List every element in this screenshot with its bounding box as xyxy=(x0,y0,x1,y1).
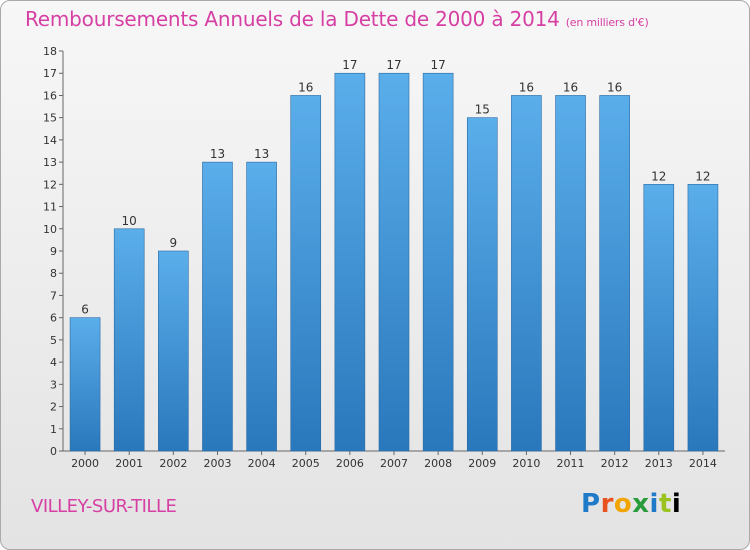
bar-value-label: 17 xyxy=(342,58,357,72)
y-tick-label: 2 xyxy=(50,401,57,414)
bar-value-label: 16 xyxy=(519,80,534,94)
bar-value-label: 9 xyxy=(170,236,178,250)
bar xyxy=(466,117,498,452)
y-tick-label: 12 xyxy=(43,178,57,191)
logo-letter: i xyxy=(671,489,682,519)
bar xyxy=(69,317,101,452)
bar-value-label: 15 xyxy=(475,103,490,117)
x-tick-label: 2002 xyxy=(159,457,187,470)
x-tick-label: 2013 xyxy=(645,457,673,470)
y-tick-label: 11 xyxy=(43,201,57,214)
y-tick-label: 18 xyxy=(43,45,57,58)
bar xyxy=(246,161,277,452)
y-tick-label: 17 xyxy=(43,67,57,80)
y-tick-label: 0 xyxy=(50,445,57,458)
bar xyxy=(511,95,542,452)
x-tick-label: 2006 xyxy=(336,457,364,470)
chart-title-text: Remboursements Annuels de la Dette de 20… xyxy=(25,7,560,31)
bar-value-label: 16 xyxy=(563,80,578,94)
y-tick-label: 3 xyxy=(50,378,57,391)
y-tick-label: 16 xyxy=(43,89,57,102)
x-tick-label: 2011 xyxy=(557,457,585,470)
y-tick-label: 10 xyxy=(43,223,57,236)
bar-value-label: 10 xyxy=(122,214,137,228)
x-tick-label: 2009 xyxy=(468,457,496,470)
x-tick-label: 2008 xyxy=(424,457,452,470)
logo-letter: P xyxy=(581,489,601,519)
y-tick-label: 4 xyxy=(50,356,57,369)
y-tick-label: 13 xyxy=(43,156,57,169)
bar-value-label: 17 xyxy=(386,58,401,72)
x-tick-label: 2014 xyxy=(689,457,717,470)
x-tick-label: 2001 xyxy=(115,457,143,470)
y-tick-label: 5 xyxy=(50,334,57,347)
x-tick-label: 2012 xyxy=(601,457,629,470)
y-tick-label: 6 xyxy=(50,312,57,325)
bar xyxy=(599,95,630,452)
logo-letter: t xyxy=(658,489,672,519)
y-tick-label: 8 xyxy=(50,267,57,280)
logo-letter: r xyxy=(600,489,614,519)
bar-value-label: 12 xyxy=(651,169,666,183)
x-tick-label: 2010 xyxy=(512,457,540,470)
x-tick-label: 2005 xyxy=(292,457,320,470)
y-tick-label: 14 xyxy=(43,134,57,147)
logo-letter: i xyxy=(649,489,659,519)
x-tick-label: 2003 xyxy=(203,457,231,470)
commune-name: VILLEY-SUR-TILLE xyxy=(31,496,177,517)
proxiti-logo: Proxiti xyxy=(581,489,681,519)
y-tick-label: 7 xyxy=(50,289,57,302)
bar xyxy=(378,72,410,452)
chart-title: Remboursements Annuels de la Dette de 20… xyxy=(25,7,649,31)
bar xyxy=(687,184,719,452)
bar xyxy=(555,95,586,452)
logo-letter: x xyxy=(632,489,650,519)
bar xyxy=(158,250,189,452)
bar-chart: 0123456789101112131415161718620001020019… xyxy=(43,45,725,470)
bar-value-label: 17 xyxy=(430,58,445,72)
bar-value-label: 12 xyxy=(695,169,710,183)
bar xyxy=(113,228,145,452)
bar-value-label: 13 xyxy=(210,147,225,161)
x-tick-label: 2000 xyxy=(71,457,99,470)
x-tick-label: 2004 xyxy=(248,457,276,470)
bar-value-label: 6 xyxy=(81,303,89,317)
bar-value-label: 16 xyxy=(298,80,313,94)
y-tick-label: 9 xyxy=(50,245,57,258)
bar xyxy=(643,184,675,452)
y-tick-label: 15 xyxy=(43,112,57,125)
bar xyxy=(422,72,454,452)
bar-value-label: 16 xyxy=(607,80,622,94)
chart-unit: (en milliers d'€) xyxy=(565,16,649,29)
bar xyxy=(334,72,366,452)
bar xyxy=(290,95,322,452)
logo-letter: o xyxy=(613,489,633,519)
bar xyxy=(202,161,233,452)
bar-value-label: 13 xyxy=(254,147,269,161)
y-tick-label: 1 xyxy=(50,423,57,436)
x-tick-label: 2007 xyxy=(380,457,408,470)
